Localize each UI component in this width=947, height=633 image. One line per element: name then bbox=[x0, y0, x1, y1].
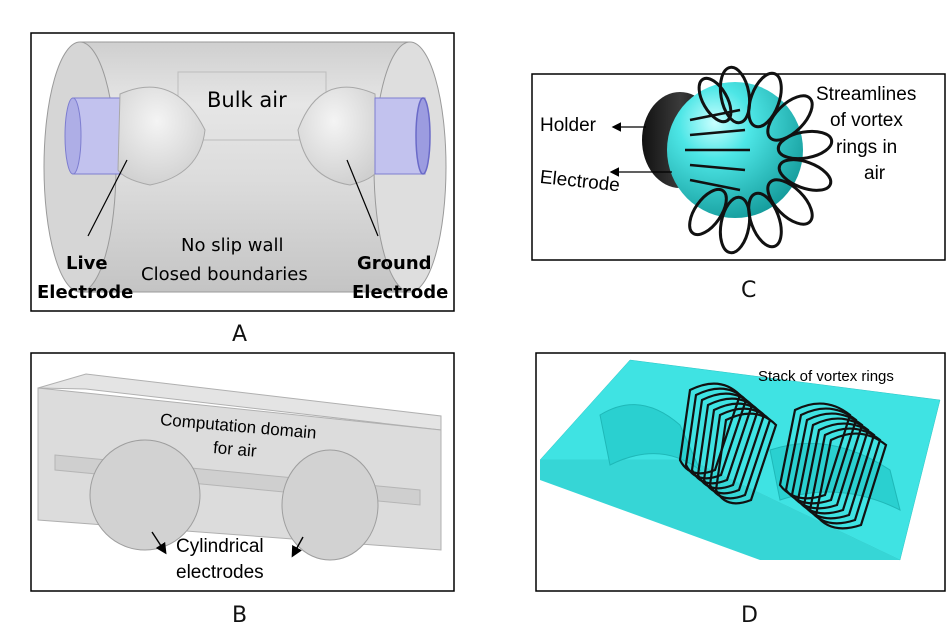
no-slip-label: No slip wall bbox=[181, 235, 284, 256]
panel-b-label: B bbox=[232, 603, 248, 628]
streamlines-label-line2: of vortex bbox=[830, 110, 903, 131]
bulk-air-label: Bulk air bbox=[207, 88, 287, 112]
cyl-arrow-left bbox=[151, 531, 167, 555]
ground-electrode-end bbox=[415, 97, 431, 175]
vortex-stack-left bbox=[678, 382, 778, 505]
domain-top-face bbox=[37, 373, 442, 431]
vortex-stack-right bbox=[778, 402, 888, 530]
cylindrical-label: Cylindrical bbox=[176, 536, 264, 557]
live-label-line2: Electrode bbox=[37, 282, 134, 303]
electrodes-label: electrodes bbox=[176, 562, 264, 583]
streamlines-label-line4: air bbox=[864, 163, 886, 184]
live-electrode-dome bbox=[117, 86, 206, 186]
live-label-line1: Live bbox=[66, 253, 108, 274]
streamlines-label-line1: Streamlines bbox=[816, 84, 917, 105]
panel-a bbox=[30, 32, 455, 312]
vortex-ring-streamlines bbox=[688, 65, 834, 255]
closed-boundaries-label: Closed boundaries bbox=[141, 264, 308, 285]
slab-front bbox=[540, 460, 900, 560]
panel-b bbox=[30, 352, 455, 592]
ground-label-line1: Ground bbox=[357, 253, 432, 274]
panel-d-label: D bbox=[741, 603, 758, 628]
cyl-arrow-right bbox=[291, 536, 304, 558]
vortex-spokes bbox=[685, 108, 750, 192]
panel-d bbox=[535, 352, 946, 592]
left-ridge bbox=[599, 404, 702, 472]
live-electrode-end bbox=[64, 97, 82, 175]
live-pointer-line bbox=[87, 159, 128, 237]
stack-of-vortex-rings-label: Stack of vortex rings bbox=[758, 368, 894, 385]
panel-c bbox=[531, 65, 946, 261]
ground-label-line2: Electrode bbox=[352, 282, 449, 303]
streamlines-label-line3: rings in bbox=[836, 137, 898, 158]
ground-pointer-line bbox=[346, 159, 379, 237]
right-cylindrical-electrode bbox=[281, 449, 379, 561]
holder-label: Holder bbox=[540, 115, 596, 136]
panel-a-label: A bbox=[232, 322, 248, 347]
left-cylindrical-electrode bbox=[89, 439, 201, 551]
panel-c-label: C bbox=[741, 278, 757, 303]
for-air-label: for air bbox=[212, 438, 258, 461]
ground-electrode-dome bbox=[297, 86, 379, 186]
